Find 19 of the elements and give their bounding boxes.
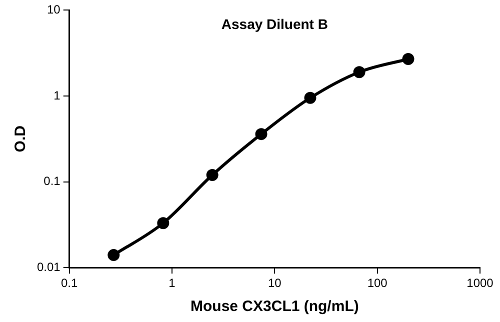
x-axis-title: Mouse CX3CL1 (ng/mL) (190, 298, 359, 316)
y-tick-label: 10 (46, 2, 61, 17)
point (304, 92, 316, 104)
x-tick-label: 10 (268, 276, 282, 290)
point (402, 52, 414, 65)
point (206, 169, 218, 182)
x-tick-label: 100 (367, 276, 388, 290)
y-tick-label: 1 (54, 88, 61, 102)
point (157, 217, 170, 230)
x-tick-label: 1 (168, 276, 176, 290)
y-axis-title: O.D (12, 125, 30, 152)
x-tick-label: 0.1 (61, 276, 78, 290)
point (108, 249, 120, 262)
x-tick-label: 1000 (466, 276, 494, 290)
point (255, 128, 268, 140)
y-tick-label: 0.1 (44, 174, 61, 188)
y-tick-label: 0.01 (36, 260, 61, 274)
chart-title: Assay Diluent B (221, 16, 328, 32)
point (353, 66, 366, 78)
